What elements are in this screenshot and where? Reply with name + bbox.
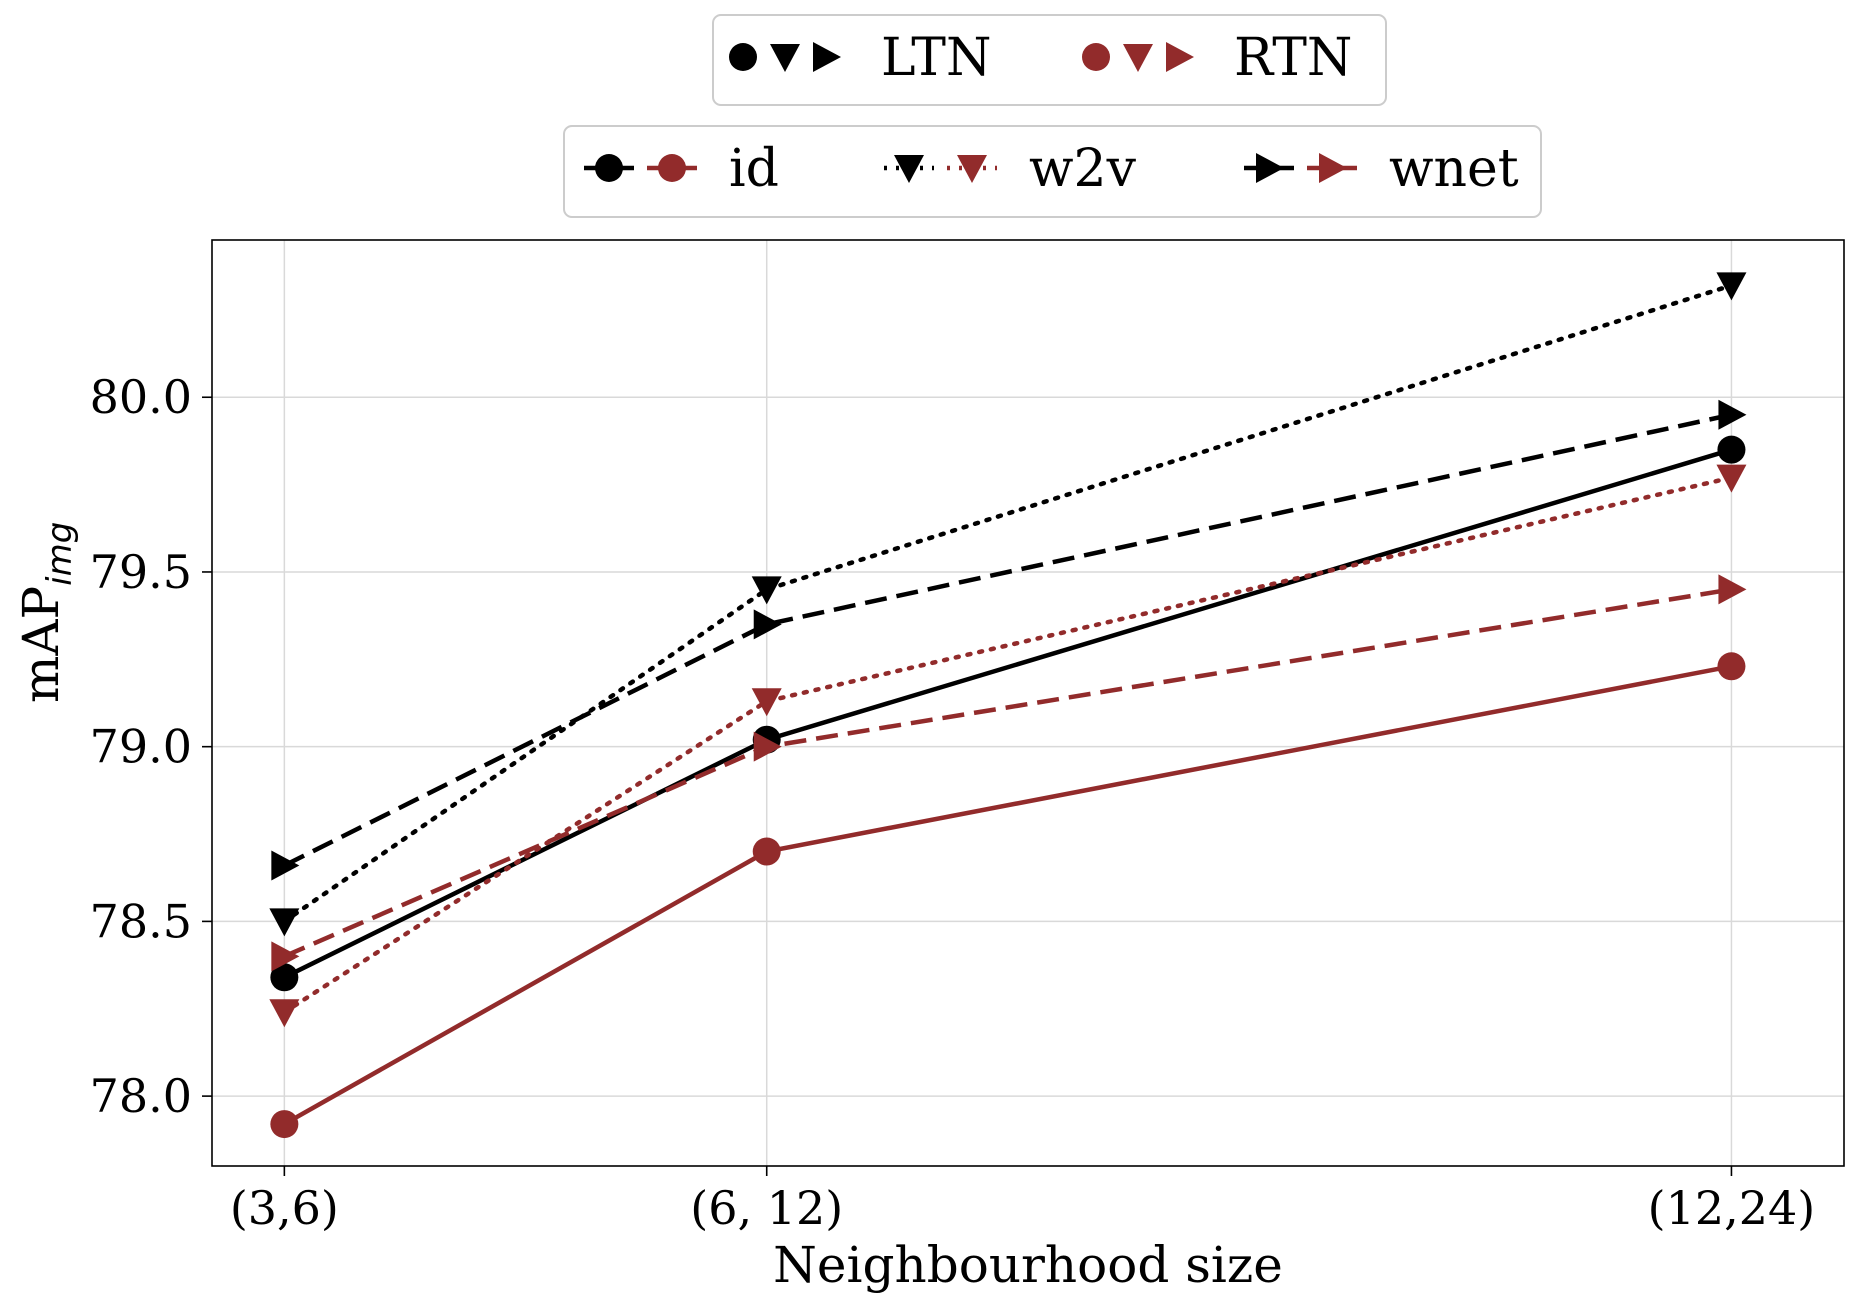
legend-id-label: id: [729, 139, 779, 199]
y-axis-title-subscript: img: [40, 522, 80, 586]
data-point-rtn-wnet: [271, 941, 300, 972]
legend-ltn-circle-icon: [729, 43, 757, 71]
legend-rtn-triangle-down-icon: [1123, 44, 1153, 72]
legend-models: LTN RTN: [712, 14, 1387, 106]
y-axis-ticks: 78.0 78.5 79.0 79.5 80.0: [90, 370, 212, 1123]
legend-models-box: [712, 14, 1387, 106]
data-point-ltn-wnet: [753, 609, 782, 640]
legend-w2v-rtn-triangle-down-icon: [957, 155, 987, 183]
legend-w2v-ltn-triangle-down-icon: [894, 155, 924, 183]
data-point-rtn-w2v: [751, 688, 782, 717]
data-point-rtn-id: [752, 837, 781, 866]
x-axis-ticks: (3,6) (6, 12) (12,24): [230, 1166, 1815, 1235]
y-tick-label: 78.5: [90, 894, 192, 948]
data-point-rtn-wnet: [1718, 574, 1747, 605]
x-axis-title: Neighbourhood size: [773, 1236, 1283, 1294]
series-line-ltn-wnet: [283, 412, 1732, 868]
legend-wnet-label: wnet: [1389, 139, 1519, 199]
y-tick-label: 80.0: [90, 370, 192, 424]
legend-rtn-triangle-right-icon: [1166, 42, 1194, 72]
legend-rtn-label: RTN: [1234, 28, 1352, 88]
x-tick-label: (6, 12): [690, 1181, 843, 1235]
data-point-ltn-id: [270, 963, 299, 992]
y-axis-title-main: mAP: [12, 586, 70, 703]
legend-ltn-triangle-right-icon: [813, 42, 841, 72]
y-tick-label: 79.5: [90, 545, 192, 599]
data-point-ltn-wnet: [271, 850, 300, 881]
data-point-ltn-w2v: [269, 908, 300, 937]
data-point-ltn-w2v: [751, 576, 782, 605]
legend-id-rtn-circle-icon: [658, 154, 686, 182]
legend-ltn-triangle-down-icon: [770, 44, 800, 72]
x-tick-label: (3,6): [230, 1181, 339, 1235]
legend-embeddings-box: [563, 125, 1542, 218]
data-point-ltn-w2v: [1716, 272, 1747, 301]
plot-frame: [211, 239, 1845, 1167]
data-point-ltn-id: [1717, 435, 1746, 464]
legend-wnet-rtn-triangle-right-icon: [1319, 153, 1347, 183]
legend-ltn-label: LTN: [881, 28, 991, 88]
data-point-rtn-w2v: [1716, 464, 1747, 493]
legend-embeddings: id w2v wnet: [563, 125, 1542, 218]
y-tick-label: 78.0: [90, 1069, 192, 1123]
series-markers: [269, 272, 1747, 1139]
legend-id-ltn-circle-icon: [595, 154, 623, 182]
data-point-rtn-w2v: [269, 999, 300, 1028]
x-tick-label: (12,24): [1648, 1181, 1816, 1235]
data-point-rtn-id: [1717, 652, 1746, 681]
legend-w2v-label: w2v: [1029, 139, 1137, 199]
data-point-rtn-id: [270, 1110, 299, 1139]
legend-rtn-circle-icon: [1082, 43, 1110, 71]
data-point-ltn-wnet: [1718, 399, 1747, 430]
legend-wnet-ltn-triangle-right-icon: [1256, 153, 1284, 183]
y-axis-title: mAPimg: [12, 522, 80, 703]
y-tick-label: 79.0: [90, 720, 192, 774]
data-point-rtn-wnet: [753, 731, 782, 762]
series-line-ltn-w2v: [282, 283, 1734, 924]
